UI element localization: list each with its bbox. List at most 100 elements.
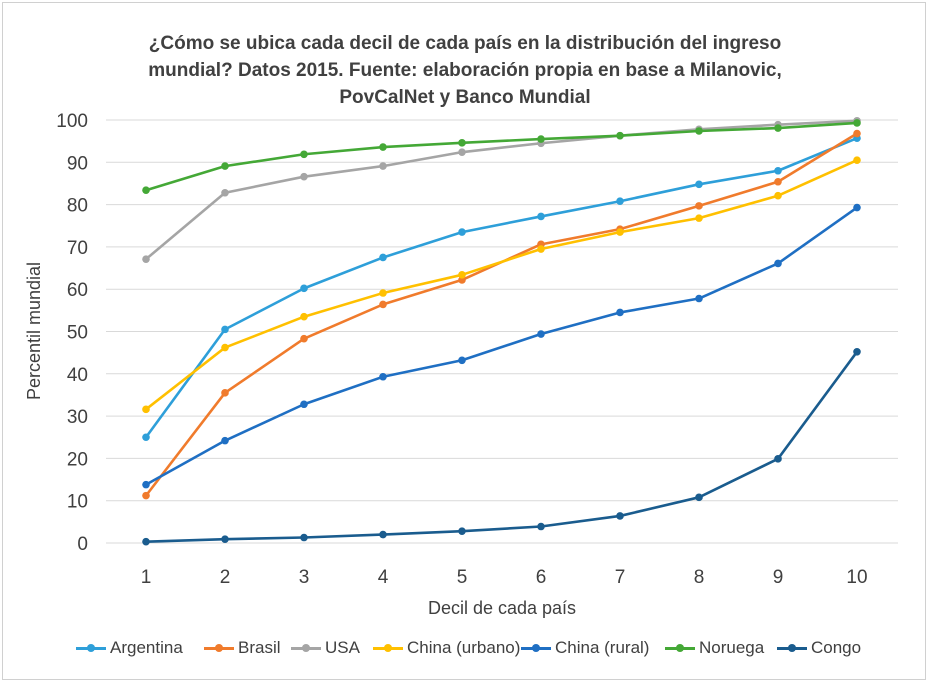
y-tick-label: 20 <box>67 449 88 470</box>
data-point <box>695 214 703 222</box>
y-tick-label: 80 <box>67 196 88 217</box>
data-point <box>695 294 703 303</box>
series-line <box>145 121 858 192</box>
chart-title-line-3: PovCalNet y Banco Mundial <box>339 87 591 108</box>
y-tick-label: 100 <box>56 111 88 132</box>
legend-item: Noruega <box>665 636 764 660</box>
data-point <box>537 135 545 143</box>
x-tick-label: 10 <box>846 567 867 588</box>
data-point <box>221 325 229 334</box>
data-point <box>853 129 861 138</box>
series-line <box>145 119 858 261</box>
legend-label: Noruega <box>699 638 765 657</box>
series-6 <box>142 348 861 546</box>
legend-item: USA <box>291 636 360 660</box>
data-point <box>379 253 387 262</box>
y-tick-label: 50 <box>67 323 88 344</box>
data-point <box>300 172 308 181</box>
data-point <box>537 245 545 253</box>
data-point <box>458 356 466 365</box>
data-point <box>616 308 624 317</box>
data-point <box>774 455 782 463</box>
data-point <box>142 433 150 442</box>
legend-label: China (urbano) <box>407 638 521 657</box>
legend-swatch <box>665 643 695 652</box>
data-point <box>537 330 545 338</box>
data-point <box>537 522 545 531</box>
data-point <box>221 436 229 445</box>
series-4 <box>142 203 861 489</box>
series-line <box>145 206 858 486</box>
data-point <box>379 372 387 381</box>
chart-title-line-1: ¿Cómo se ubica cada decil de cada país e… <box>148 33 782 54</box>
x-tick-label: 5 <box>457 567 468 588</box>
gridlines <box>106 119 898 544</box>
data-point <box>458 148 466 156</box>
legend-label: Argentina <box>110 638 183 657</box>
data-point <box>379 162 387 170</box>
data-point <box>379 300 387 309</box>
legend-item: Argentina <box>76 636 183 660</box>
data-point <box>221 162 229 170</box>
data-point <box>300 312 308 321</box>
data-point <box>774 177 782 186</box>
data-point <box>300 284 308 293</box>
data-point <box>458 139 466 147</box>
legend-swatch <box>76 643 106 652</box>
x-tick-label: 4 <box>378 567 389 588</box>
series-5 <box>142 119 861 195</box>
data-point <box>221 535 229 543</box>
legend-swatch <box>204 643 234 652</box>
x-tick-label: 8 <box>694 567 705 588</box>
data-point <box>616 197 624 206</box>
chart-title-line-2: mundial? Datos 2015. Fuente: elaboración… <box>148 60 782 81</box>
x-axis-title: Decil de cada país <box>428 598 576 618</box>
y-tick-label: 40 <box>67 365 88 386</box>
legend: Argentina Brasil USA China (urbano) China (r… <box>0 636 930 660</box>
data-point <box>853 156 861 164</box>
data-point <box>142 255 150 263</box>
y-tick-label: 90 <box>67 153 88 174</box>
y-tick-label: 70 <box>67 238 88 259</box>
data-point <box>142 186 150 195</box>
data-point <box>300 533 308 542</box>
data-point <box>458 527 466 535</box>
legend-item: Brasil <box>204 636 281 660</box>
series-line <box>144 136 858 439</box>
data-point <box>695 127 703 135</box>
data-point <box>695 202 703 210</box>
data-point <box>300 150 308 159</box>
x-tick-labels: 1 2 3 4 5 6 7 8 9 10 <box>141 567 868 588</box>
series-line <box>145 158 858 411</box>
data-point <box>774 166 782 175</box>
data-point <box>300 400 308 409</box>
data-point <box>774 191 782 200</box>
x-tick-label: 1 <box>141 567 152 588</box>
series-lines <box>142 117 861 546</box>
y-tick-label: 10 <box>67 492 88 513</box>
data-point <box>142 405 150 414</box>
legend-label: Brasil <box>238 638 281 657</box>
y-tick-label: 0 <box>77 534 88 555</box>
data-point <box>379 530 387 539</box>
data-point <box>142 537 150 546</box>
data-point <box>616 228 624 236</box>
legend-label: Congo <box>811 638 862 657</box>
series-3 <box>142 156 861 414</box>
data-point <box>774 124 782 132</box>
data-point <box>221 389 229 397</box>
data-point <box>142 491 150 500</box>
legend-item: Congo <box>777 636 861 660</box>
y-axis-title: Percentil mundial <box>24 262 44 400</box>
series-1 <box>142 129 861 500</box>
legend-swatch <box>291 643 321 652</box>
legend-swatch <box>777 643 807 652</box>
x-tick-label: 9 <box>773 567 784 588</box>
data-point <box>695 493 703 502</box>
data-point <box>458 228 466 236</box>
x-tick-label: 2 <box>220 567 231 588</box>
data-point <box>616 512 624 520</box>
legend-label: USA <box>325 638 360 657</box>
legend-item: China (urbano) <box>373 636 520 660</box>
legend-label: China (rural) <box>555 638 650 657</box>
